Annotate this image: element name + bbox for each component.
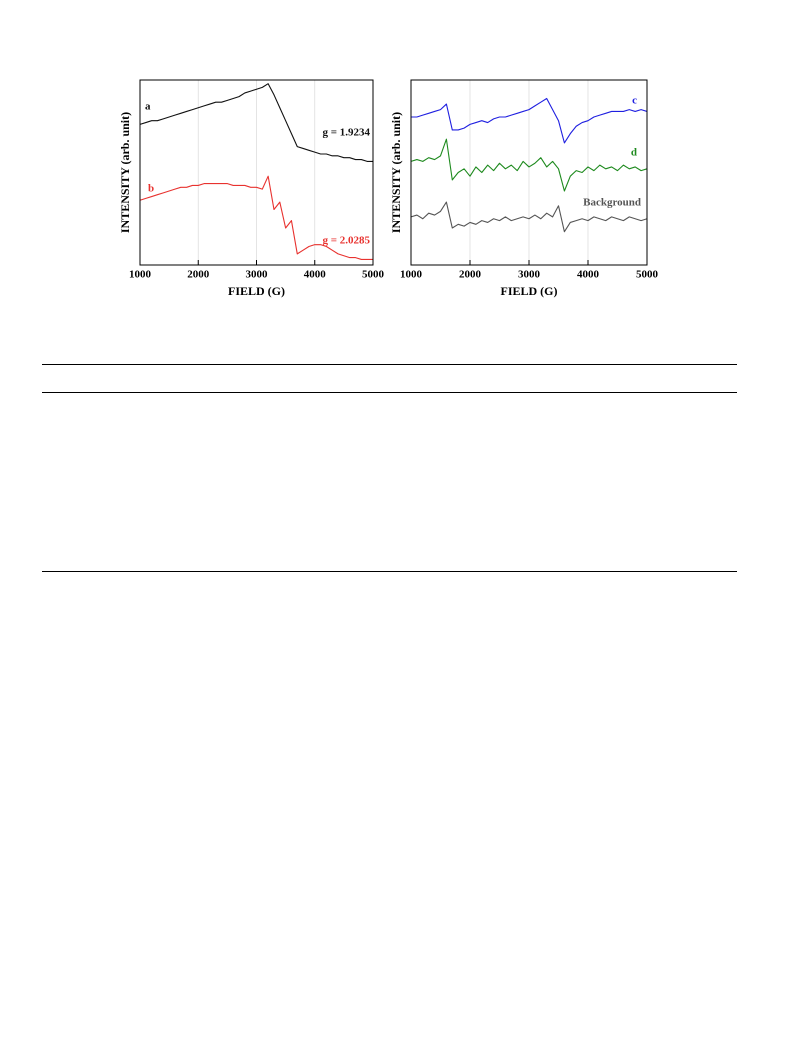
- x-axis-title: FIELD (G): [228, 284, 285, 298]
- x-tick-label: 3000: [518, 269, 541, 281]
- series-label: b: [148, 183, 154, 195]
- spectrum-line: [139, 175, 373, 260]
- spectrum-line: [411, 97, 648, 144]
- x-tick-label: 4000: [304, 269, 327, 281]
- x-tick-label: 5000: [636, 269, 659, 281]
- series-label: d: [631, 147, 637, 159]
- spectrum-line: [410, 138, 648, 192]
- x-tick-label: 1000: [129, 269, 152, 281]
- x-tick-label: 2000: [459, 269, 482, 281]
- y-axis-title: INTENSITY (arb. unit): [389, 112, 403, 233]
- x-tick-label: 4000: [577, 269, 600, 281]
- annotation: g = 1.9234: [322, 127, 370, 139]
- series-label: c: [632, 95, 637, 107]
- plot-frame: [139, 79, 374, 266]
- x-tick-label: 3000: [246, 269, 269, 281]
- spectrum-line: [410, 201, 648, 233]
- annotation: g = 2.0285: [322, 235, 370, 247]
- y-axis-title: INTENSITY (arb. unit): [118, 112, 132, 233]
- x-tick-label: 5000: [362, 269, 385, 281]
- x-tick-label: 2000: [187, 269, 210, 281]
- series-label: a: [145, 101, 151, 113]
- series-label: Background: [583, 197, 641, 209]
- plot-frame: [410, 79, 648, 266]
- x-tick-label: 1000: [400, 269, 423, 281]
- spectrum-line: [139, 83, 373, 162]
- x-axis-title: FIELD (G): [501, 284, 558, 298]
